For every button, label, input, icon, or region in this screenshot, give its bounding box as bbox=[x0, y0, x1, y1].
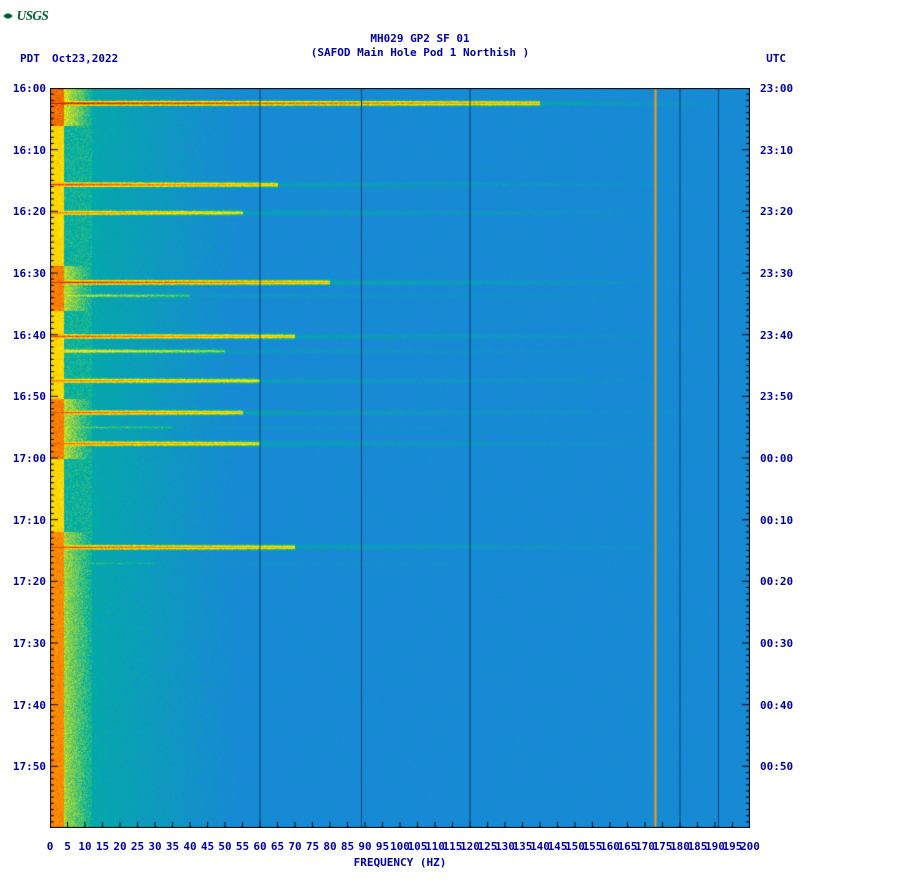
y-tick-left: 16:10 bbox=[0, 144, 46, 157]
x-tick: 95 bbox=[376, 840, 389, 853]
svg-text:USGS: USGS bbox=[17, 8, 49, 23]
x-tick: 60 bbox=[253, 840, 266, 853]
spectrogram-canvas bbox=[50, 88, 750, 828]
y-tick-left: 16:30 bbox=[0, 267, 46, 280]
y-axis-left: 16:0016:1016:2016:3016:4016:5017:0017:10… bbox=[0, 88, 50, 828]
x-tick: 75 bbox=[306, 840, 319, 853]
x-tick: 25 bbox=[131, 840, 144, 853]
spectrogram-plot bbox=[50, 88, 750, 828]
x-tick: 0 bbox=[47, 840, 54, 853]
y-tick-right: 00:30 bbox=[760, 637, 806, 650]
y-tick-left: 17:30 bbox=[0, 637, 46, 650]
y-tick-left: 16:50 bbox=[0, 390, 46, 403]
y-tick-left: 17:40 bbox=[0, 699, 46, 712]
y-tick-right: 00:00 bbox=[760, 452, 806, 465]
y-tick-right: 23:10 bbox=[760, 144, 806, 157]
x-tick: 90 bbox=[358, 840, 371, 853]
x-tick: 10 bbox=[78, 840, 91, 853]
x-tick: 70 bbox=[288, 840, 301, 853]
y-tick-left: 17:20 bbox=[0, 575, 46, 588]
x-tick: 30 bbox=[148, 840, 161, 853]
y-tick-right: 23:30 bbox=[760, 267, 806, 280]
y-tick-left: 17:50 bbox=[0, 760, 46, 773]
y-tick-right: 00:50 bbox=[760, 760, 806, 773]
x-tick: 55 bbox=[236, 840, 249, 853]
x-tick: 20 bbox=[113, 840, 126, 853]
x-tick: 35 bbox=[166, 840, 179, 853]
title-line1: MH029 GP2 SF 01 bbox=[0, 32, 840, 45]
x-tick: 45 bbox=[201, 840, 214, 853]
y-tick-left: 16:20 bbox=[0, 205, 46, 218]
y-tick-right: 00:20 bbox=[760, 575, 806, 588]
x-tick: 200 bbox=[740, 840, 760, 853]
x-tick: 80 bbox=[323, 840, 336, 853]
y-tick-right: 00:40 bbox=[760, 699, 806, 712]
timezone-left: PDT bbox=[20, 52, 40, 65]
x-tick: 50 bbox=[218, 840, 231, 853]
x-axis: FREQUENCY (HZ) 05 10 15 20 25 30 35 40 45 50 55 60 6… bbox=[50, 832, 750, 872]
x-tick: 65 bbox=[271, 840, 284, 853]
x-tick: 40 bbox=[183, 840, 196, 853]
title-line2: (SAFOD Main Hole Pod 1 Northish ) bbox=[0, 46, 840, 59]
y-tick-right: 23:00 bbox=[760, 82, 806, 95]
x-axis-label: FREQUENCY (HZ) bbox=[50, 856, 750, 869]
y-tick-right: 00:10 bbox=[760, 514, 806, 527]
usgs-logo: USGS bbox=[2, 4, 82, 33]
y-tick-right: 23:50 bbox=[760, 390, 806, 403]
x-tick: 15 bbox=[96, 840, 109, 853]
date-label: Oct23,2022 bbox=[52, 52, 118, 65]
y-tick-left: 17:10 bbox=[0, 514, 46, 527]
y-tick-left: 16:00 bbox=[0, 82, 46, 95]
y-tick-left: 17:00 bbox=[0, 452, 46, 465]
timezone-right: UTC bbox=[766, 52, 786, 65]
y-tick-right: 23:20 bbox=[760, 205, 806, 218]
y-tick-right: 23:40 bbox=[760, 329, 806, 342]
y-tick-left: 16:40 bbox=[0, 329, 46, 342]
x-tick: 85 bbox=[341, 840, 354, 853]
y-axis-right: 23:0023:1023:2023:3023:4023:5000:0000:10… bbox=[756, 88, 806, 828]
x-tick: 5 bbox=[64, 840, 71, 853]
